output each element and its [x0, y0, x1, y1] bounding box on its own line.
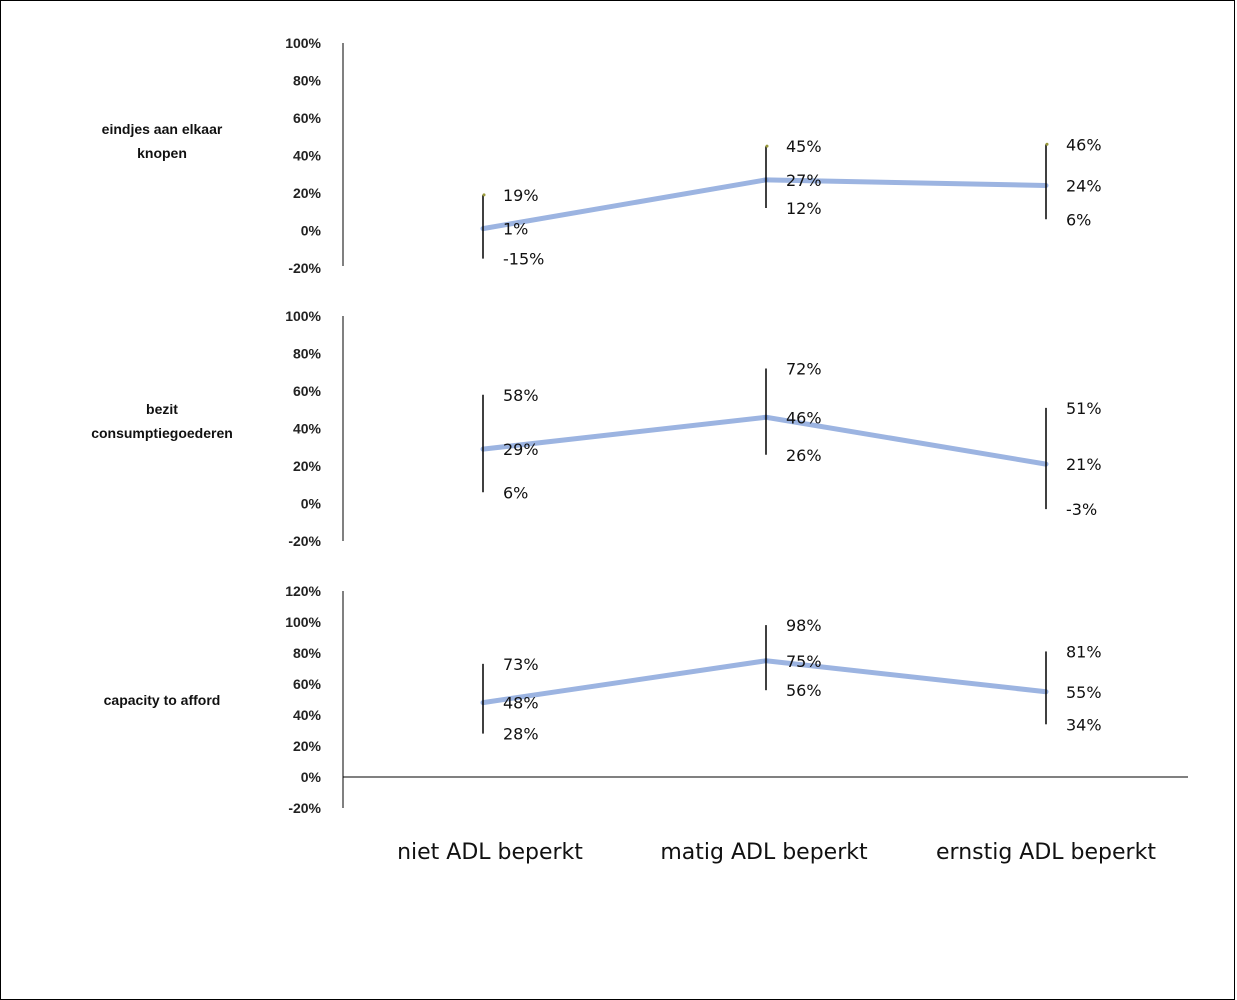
point-value-label: 29%	[503, 440, 539, 459]
y-tick-label: 60%	[293, 676, 322, 692]
high-value-label: 46%	[1066, 135, 1102, 154]
high-value-label: 58%	[503, 386, 539, 405]
low-value-label: 12%	[786, 199, 822, 218]
y-tick-label: 120%	[285, 583, 321, 599]
panel-label: capacity to afford	[104, 692, 221, 708]
x-category-label: niet ADL beperkt	[397, 840, 583, 865]
point-value-label: 21%	[1066, 455, 1102, 474]
low-value-label: 28%	[503, 725, 539, 744]
series-line-segment	[763, 414, 1049, 467]
y-tick-label: 100%	[285, 308, 321, 324]
high-value-label: 81%	[1066, 642, 1102, 661]
y-tick-label: 80%	[293, 346, 322, 362]
point-value-label: 55%	[1066, 683, 1102, 702]
high-value-label: 72%	[786, 360, 822, 379]
error-bar-cap	[1045, 142, 1049, 146]
low-value-label: 6%	[1066, 210, 1091, 229]
point-value-label: 1%	[503, 220, 528, 239]
y-tick-label: 60%	[293, 110, 322, 126]
y-tick-label: 20%	[293, 458, 322, 474]
low-value-label: 34%	[1066, 715, 1102, 734]
low-value-label: 6%	[503, 483, 528, 502]
y-tick-label: 20%	[293, 738, 322, 754]
x-category-label: matig ADL beperkt	[660, 840, 868, 865]
y-tick-label: 40%	[293, 148, 322, 164]
high-value-label: 19%	[503, 186, 539, 205]
y-tick-label: -20%	[288, 260, 321, 276]
point-value-label: 27%	[786, 171, 822, 190]
high-value-label: 45%	[786, 137, 822, 156]
high-value-label: 73%	[503, 655, 539, 674]
panel-label: knopen	[137, 145, 187, 161]
y-tick-label: 60%	[293, 383, 322, 399]
y-tick-label: 80%	[293, 73, 322, 89]
y-tick-label: 0%	[301, 769, 322, 785]
y-tick-label: 100%	[285, 35, 321, 51]
series-line-segment	[480, 177, 769, 232]
y-tick-label: 40%	[293, 421, 322, 437]
y-tick-label: -20%	[288, 533, 321, 549]
y-tick-label: 100%	[285, 614, 321, 630]
high-value-label: 51%	[1066, 399, 1102, 418]
low-value-label: -15%	[503, 250, 544, 269]
low-value-label: -3%	[1066, 500, 1097, 519]
point-value-label: 48%	[503, 694, 539, 713]
point-value-label: 46%	[786, 408, 822, 427]
panel-label: eindjes aan elkaar	[102, 121, 223, 137]
y-tick-label: 0%	[301, 496, 322, 512]
panel-label: bezit	[146, 401, 178, 417]
y-tick-label: 0%	[301, 223, 322, 239]
high-value-label: 98%	[786, 616, 822, 635]
x-category-label: ernstig ADL beperkt	[936, 840, 1156, 865]
series-line-segment	[480, 414, 769, 452]
y-tick-label: 40%	[293, 707, 322, 723]
y-tick-label: 80%	[293, 645, 322, 661]
y-tick-label: 20%	[293, 185, 322, 201]
error-bar-cap	[482, 193, 486, 197]
chart-svg: 100% 80% 60% 40% 20% 0% -20% eindjes aan elkaar…	[91, 35, 1188, 865]
series-line-segment	[763, 177, 1049, 188]
error-bar-cap	[765, 144, 769, 148]
point-value-label: 24%	[1066, 177, 1102, 196]
series-line-segment	[480, 658, 769, 706]
low-value-label: 56%	[786, 681, 822, 700]
panel-label: consumptiegoederen	[91, 425, 233, 441]
low-value-label: 26%	[786, 446, 822, 465]
y-tick-label: -20%	[288, 800, 321, 816]
series-line-segment	[763, 658, 1049, 695]
point-value-label: 75%	[786, 652, 822, 671]
